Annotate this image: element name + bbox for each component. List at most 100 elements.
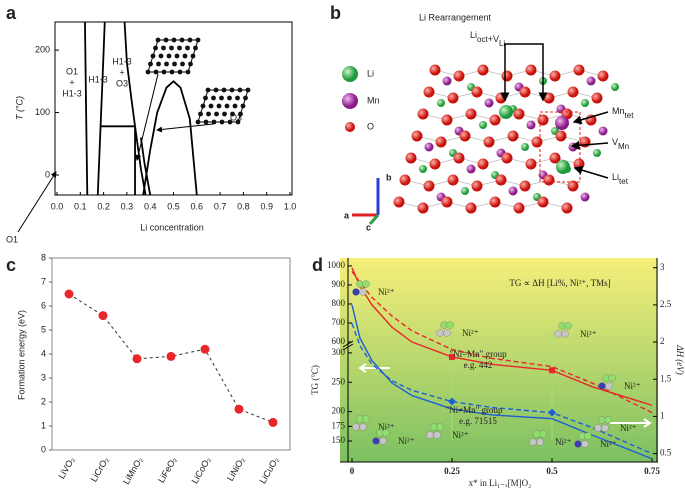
x-tick-label: 0.2 — [97, 201, 110, 211]
data-point — [132, 354, 142, 364]
y-tick-label: 8 — [41, 252, 46, 262]
oxygen-atom — [555, 130, 567, 142]
crystal-label: Mntet — [612, 106, 634, 120]
region-label: + — [119, 67, 124, 77]
x-tick-label: 0.6 — [191, 201, 204, 211]
lattice-atom — [227, 95, 232, 101]
region-label: H1-3 — [62, 88, 82, 98]
lattice-atom — [213, 87, 219, 93]
lattice-atom — [193, 45, 198, 51]
phase-boundary — [96, 21, 106, 196]
li-atom — [556, 160, 570, 174]
oxygen-atom — [567, 180, 579, 192]
legend-label: Li — [367, 68, 374, 78]
lattice-atom — [205, 87, 211, 93]
ion — [359, 288, 367, 296]
oxygen-atom — [537, 114, 549, 126]
mn-atom — [466, 164, 476, 174]
oxygen-atom — [453, 70, 465, 82]
y-tick-label: 150 — [332, 435, 346, 445]
li-atom — [499, 105, 513, 119]
x-tick-label: LiFeO₂ — [156, 455, 179, 485]
lattice-atom — [237, 87, 243, 93]
lattice-atom — [166, 53, 172, 59]
y-tick-label: 200 — [35, 44, 50, 54]
lattice-atom — [245, 87, 251, 93]
ion — [601, 424, 609, 432]
ion — [362, 280, 370, 288]
oxygen-atom — [435, 136, 447, 148]
y-tick-label: 6 — [41, 300, 46, 310]
lattice-atom — [238, 111, 243, 117]
x-tick-label: 0 — [350, 466, 355, 476]
oxygen-atom — [429, 64, 441, 76]
lattice-atom — [232, 103, 238, 109]
annotation: "Ni≠Mn" group — [445, 405, 503, 415]
li-atom — [479, 121, 487, 129]
ion-label: Ni²⁺ — [452, 430, 469, 440]
lattice-atom — [214, 111, 219, 117]
li-atom — [419, 165, 427, 173]
lattice-atom — [155, 37, 161, 43]
ion — [594, 424, 602, 432]
y-tick-label: 900 — [332, 279, 346, 289]
oxygen-atom — [441, 196, 453, 208]
ion-label: Ni²⁺ — [378, 422, 395, 432]
data-point — [448, 397, 456, 406]
x-tick-label: LiMnO₂ — [121, 455, 145, 486]
mn-atom — [526, 120, 536, 130]
label-sub: tet — [619, 177, 629, 186]
label-sub: tet — [625, 111, 635, 120]
region-label: H1-3 — [88, 74, 108, 84]
ion — [581, 440, 589, 448]
oxygen-atom — [501, 152, 513, 164]
ion — [604, 416, 612, 424]
y-tick-label: 1 — [41, 420, 46, 430]
oxygen-atom — [459, 130, 471, 142]
arrow — [570, 140, 609, 150]
lattice-atom — [200, 103, 206, 109]
y-tick-label: 100 — [35, 107, 50, 117]
series-line — [351, 271, 653, 414]
arrow — [135, 73, 159, 161]
ion — [436, 329, 444, 337]
data-point — [166, 351, 176, 361]
y-tick-label: 700 — [332, 317, 346, 327]
arrow-right — [610, 418, 652, 428]
ion — [436, 423, 444, 431]
ion-label: Ni²⁺ — [462, 328, 479, 338]
lattice-atom — [206, 111, 211, 117]
oxygen-atom — [495, 174, 507, 186]
x-tick-label: 0.5 — [167, 201, 180, 211]
crystal-label: Litet — [612, 172, 629, 186]
ion — [561, 330, 569, 338]
x-tick-label: 0.75 — [644, 466, 660, 476]
oxygen-atom — [465, 108, 477, 120]
phase-boundary — [142, 80, 198, 196]
mn-atom — [598, 126, 608, 136]
crystal-label: VMn — [612, 137, 629, 151]
oxygen-atom — [423, 180, 435, 192]
mn-atom — [568, 142, 578, 152]
lattice-atom — [148, 61, 153, 67]
ion — [359, 423, 367, 431]
lattice-atom — [179, 37, 185, 43]
bracket — [504, 43, 544, 50]
oxygen-atom — [567, 86, 579, 98]
x-tick-label: 0.7 — [214, 201, 227, 211]
lattice-atom — [187, 37, 193, 43]
y-tick-label: 175 — [332, 420, 346, 430]
lattice-atom — [185, 45, 190, 51]
oxygen-atom — [447, 174, 459, 186]
lattice-atom — [164, 61, 169, 67]
oxygen-atom — [507, 130, 519, 142]
oxygen-atom — [429, 158, 441, 170]
x-tick-label: 0.4 — [144, 201, 157, 211]
lattice-atom — [230, 111, 235, 117]
li-atom — [437, 99, 445, 107]
series-line — [351, 267, 653, 406]
mn-atom — [555, 116, 569, 130]
x-axis-label: Li concentration — [140, 222, 204, 232]
oxygen-atom — [471, 86, 483, 98]
crystal — [393, 64, 619, 214]
